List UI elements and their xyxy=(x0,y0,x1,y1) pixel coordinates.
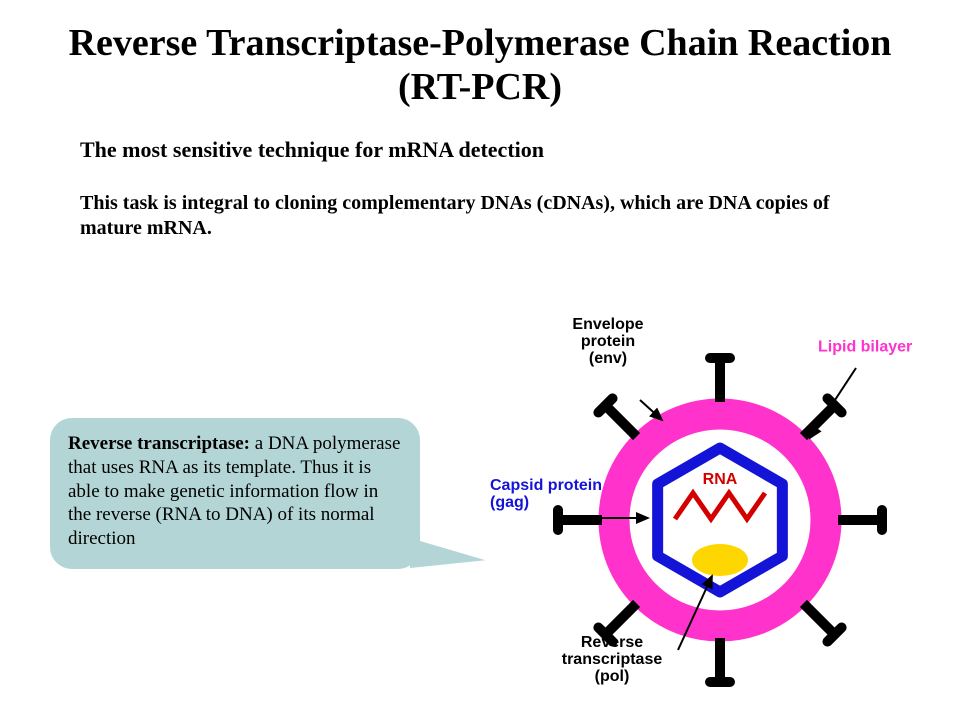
diagram-label-rt: Reverse transcriptase (pol) xyxy=(562,635,663,685)
diagram-label-env: Envelope protein (env) xyxy=(572,317,643,367)
diagram-label-capsid: Capsid protein (gag) xyxy=(490,478,602,512)
svg-text:RNA: RNA xyxy=(703,471,738,488)
diagram-label-lipid: Lipid bilayer xyxy=(818,340,912,357)
virus-diagram: RNA xyxy=(0,0,960,720)
